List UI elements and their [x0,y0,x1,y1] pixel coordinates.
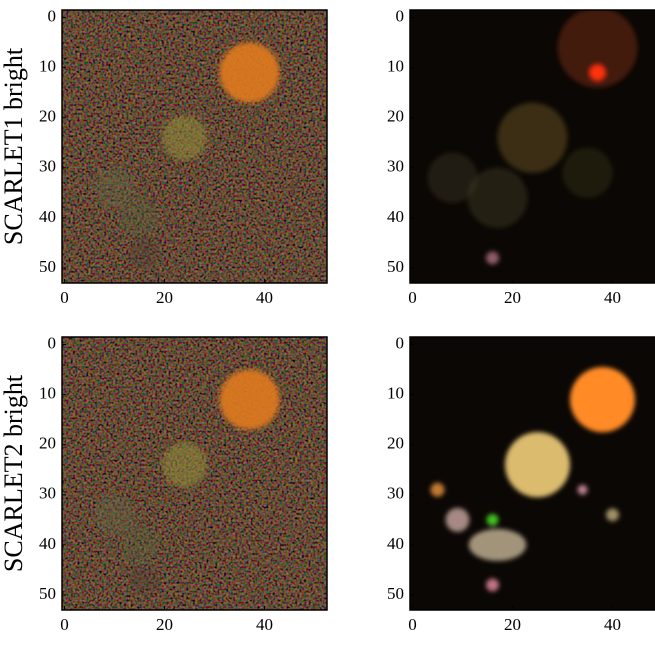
y-tick-label: 50 [39,257,56,276]
panel: 0 20 40 0 10 20 30 40 50 SCARLET2 bright [0,333,328,634]
x-tick-label: 0 [60,288,69,307]
source [505,432,570,498]
y-tick-label: 20 [39,107,56,126]
source [162,442,207,488]
y-tick-label: 40 [39,207,56,226]
source [129,564,160,595]
sources [427,10,638,265]
y-axis-label: SCARLET2 bright [0,374,28,572]
source [129,237,160,268]
axes-frame [409,9,655,284]
source [486,251,499,265]
y-tick-label: 50 [39,584,56,603]
image [410,10,655,283]
source [430,482,445,497]
y-tick-label: 50 [387,584,404,603]
y-tick-label: 40 [39,534,56,553]
y-tick-label: 0 [396,6,405,25]
y-tick-label: 50 [387,257,404,276]
y-tick-label: 30 [39,484,56,503]
sources [94,42,280,268]
source [94,494,135,535]
y-tick-label: 40 [387,207,404,226]
y-tick-label: 0 [48,6,57,25]
image [62,337,327,610]
source [577,484,588,495]
source [427,152,478,203]
panel: 0 20 40 0 10 20 30 40 50 [387,6,655,307]
y-tick-label: 0 [396,333,405,352]
source [486,578,499,592]
y-tick-label: 10 [387,57,404,76]
y-tick-label: 10 [39,384,56,403]
x-tick-label: 40 [256,288,273,307]
y-tick-label: 10 [387,384,404,403]
y-tick-label: 30 [39,157,56,176]
y-tick-label: 20 [387,434,404,453]
source [570,367,635,433]
source [468,528,527,561]
axes-frame [61,336,328,611]
source [119,524,160,565]
source [497,102,568,173]
source [557,10,638,88]
panel: 0 20 40 0 10 20 30 40 50 SCARLET1 bright [0,6,328,307]
y-axis-label: SCARLET1 bright [0,47,28,245]
source [219,42,280,103]
source [219,369,280,430]
source [562,147,613,198]
source [589,64,606,81]
source [606,508,619,522]
y-tick-label: 30 [387,157,404,176]
y-tick-label: 40 [387,534,404,553]
axes-frame [61,9,328,284]
sources [94,369,280,595]
y-tick-label: 10 [39,57,56,76]
source [467,167,528,228]
y-tick-label: 0 [48,333,57,352]
x-tick-label: 0 [408,288,417,307]
y-tick-label: 20 [39,434,56,453]
source [445,507,470,532]
image [62,10,327,283]
x-tick-label: 0 [408,615,417,634]
x-tick-label: 40 [604,288,621,307]
x-tick-label: 20 [156,288,173,307]
x-tick-label: 20 [504,288,521,307]
x-tick-label: 40 [256,615,273,634]
source [486,513,499,526]
source [162,115,207,161]
x-tick-label: 20 [156,615,173,634]
y-tick-label: 20 [387,107,404,126]
source [94,167,135,208]
panel: 0 20 40 0 10 20 30 40 50 [387,333,655,634]
sources [430,367,635,592]
source [119,197,160,238]
x-tick-label: 20 [504,615,521,634]
x-tick-label: 0 [60,615,69,634]
x-tick-label: 40 [604,615,621,634]
y-tick-label: 30 [387,484,404,503]
image [410,337,655,610]
axes-frame [409,336,655,611]
